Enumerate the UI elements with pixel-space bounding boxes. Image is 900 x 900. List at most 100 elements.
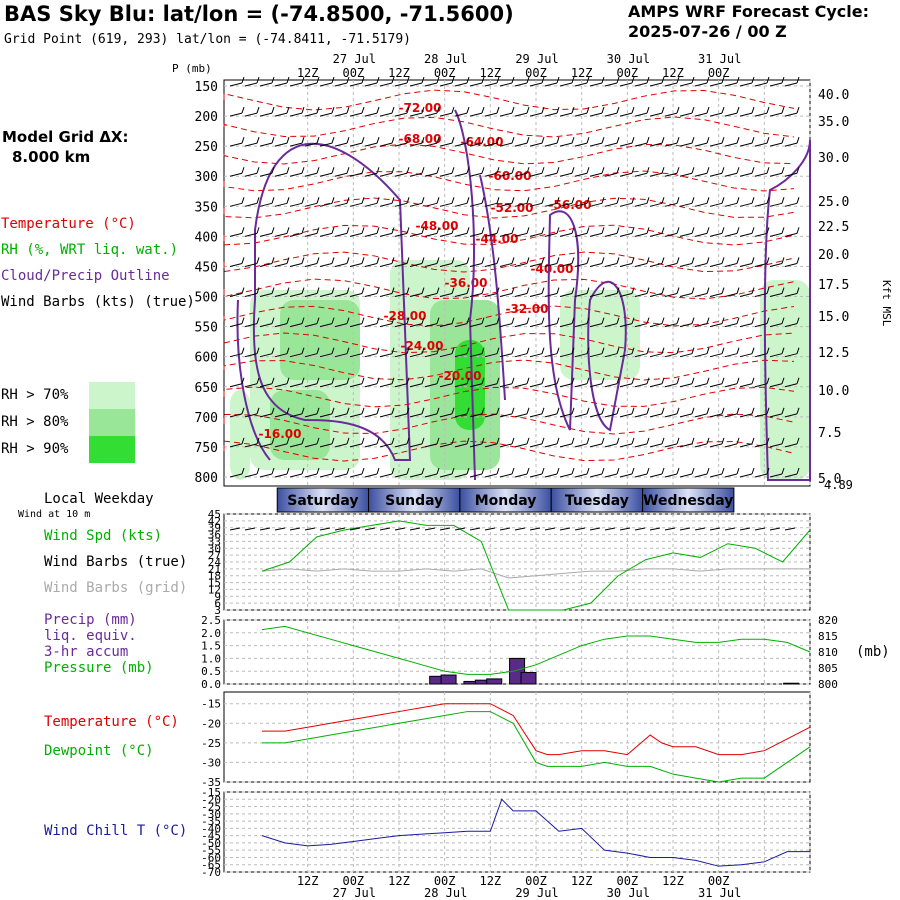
wind-barb <box>529 473 543 478</box>
wind-barb <box>274 82 288 87</box>
wind-barb-flag <box>406 347 410 354</box>
model-grid-value: 8.000 km <box>12 148 91 166</box>
wind-barb <box>754 383 768 388</box>
temp-panel-label: Temperature (°C) <box>44 714 179 730</box>
rh-region <box>760 280 810 480</box>
wind-barb <box>304 262 318 267</box>
wind-barb-flag <box>766 287 770 294</box>
wind-barb-flag <box>481 407 485 414</box>
wind-barb-flag <box>286 137 290 144</box>
wind-barb-flag <box>301 467 305 475</box>
wind-barb <box>334 443 348 448</box>
wind-barb-flag <box>271 287 275 294</box>
wind-barb <box>544 293 558 298</box>
wind-barb-flag <box>766 347 770 354</box>
wind-barb-flag <box>706 287 710 294</box>
wind-barb <box>424 262 438 267</box>
wind-barb-flag <box>271 347 275 354</box>
temp-panel-tick-label: -30 <box>201 756 221 769</box>
wind-barb <box>424 353 438 358</box>
wind-barb-flag <box>721 467 725 475</box>
wind-barb <box>469 262 483 267</box>
pressure-tick-label: 300 <box>195 170 218 185</box>
wind-barb <box>769 413 783 418</box>
wind-barb <box>289 172 303 177</box>
wind-barb <box>694 293 708 298</box>
bottom-hour-label: 00Z <box>342 874 364 888</box>
wind-barb-flag <box>391 227 395 234</box>
wind-barb-flag <box>376 106 380 114</box>
wind-barb-flag <box>421 407 425 414</box>
wind-barb <box>334 142 348 147</box>
wind-barb <box>634 473 648 478</box>
wind-barb <box>574 262 588 267</box>
chill-panel-tick-label: -50 <box>201 837 221 850</box>
wind-barb-flag <box>346 347 350 354</box>
wind-barb-flag <box>571 257 575 264</box>
wind-barb-flag <box>376 317 380 324</box>
chill-panel-label: Wind Chill T (°C) <box>44 823 188 839</box>
cloud-outline <box>587 280 627 432</box>
precip-panel-right-tick-label: 815 <box>818 630 838 643</box>
wind-barb <box>679 443 693 448</box>
wind-barb-flag <box>586 137 590 144</box>
wind-barb-flag <box>481 137 485 144</box>
wind-barb-flag <box>451 407 455 414</box>
kft-tick-label: 7.5 <box>818 426 841 441</box>
surface-wind-barb <box>694 527 706 531</box>
wind-barb-flag <box>571 317 575 324</box>
wind-barb-flag <box>361 227 365 234</box>
wind-barb <box>409 82 423 87</box>
wind-barb <box>289 353 303 358</box>
wind-barb-flag <box>796 437 800 445</box>
wind-barb-flag <box>511 257 515 264</box>
wind-barb-flag <box>331 257 335 264</box>
wind-barb-flag <box>496 377 500 384</box>
wind-barb <box>574 353 588 358</box>
wind-barb <box>544 172 558 177</box>
wind-barb <box>679 413 693 418</box>
wind-barb <box>274 262 288 267</box>
wind-barb <box>559 353 573 358</box>
temp-panel-label: Dewpoint (°C) <box>44 743 154 759</box>
wind-barb <box>574 323 588 328</box>
wind-barb-flag <box>541 257 545 264</box>
wind-barb-flag <box>631 137 635 144</box>
wind-barb-flag <box>691 467 695 475</box>
wind-barb-flag <box>481 437 485 445</box>
bottom-hour-label: 00Z <box>434 874 456 888</box>
wind-barb-flag <box>511 76 515 84</box>
wind-barb <box>334 202 348 207</box>
wind-barb-flag <box>556 467 560 475</box>
wind-barb <box>259 82 273 87</box>
wind-barb-flag <box>601 106 605 114</box>
wind-barb-flag <box>436 467 440 475</box>
temp-panel-frame <box>223 691 811 783</box>
wind-barb <box>634 142 648 147</box>
bottom-date-label: 30 Jul <box>607 886 650 900</box>
surface-wind-barb <box>439 527 451 531</box>
wind-barb <box>304 293 318 298</box>
rh-swatch <box>89 409 135 436</box>
wind-barb-flag <box>301 257 305 264</box>
wind-barb-flag <box>436 137 440 144</box>
kft-tick-label: 5.0 <box>818 472 841 487</box>
wind-barb <box>724 293 738 298</box>
wind-barb-flag <box>316 137 320 144</box>
wind-barb-flag <box>256 467 260 475</box>
bottom-hour-label: 00Z <box>525 874 547 888</box>
wind-barb-flag <box>751 377 755 384</box>
surface-wind-barb <box>409 527 421 531</box>
wind-barb <box>469 202 483 207</box>
wind-barb <box>499 262 513 267</box>
wind-barb <box>364 172 378 177</box>
wind-barb <box>754 232 768 237</box>
wind-barb <box>769 112 783 117</box>
wind-barb <box>754 82 768 87</box>
wind-barb-flag <box>451 437 455 445</box>
wind-barb-flag <box>766 106 770 114</box>
wind-barb-flag <box>481 257 485 264</box>
wind-barb <box>754 323 768 328</box>
wind-barb-flag <box>406 287 410 294</box>
wind-barb-flag <box>511 467 515 475</box>
